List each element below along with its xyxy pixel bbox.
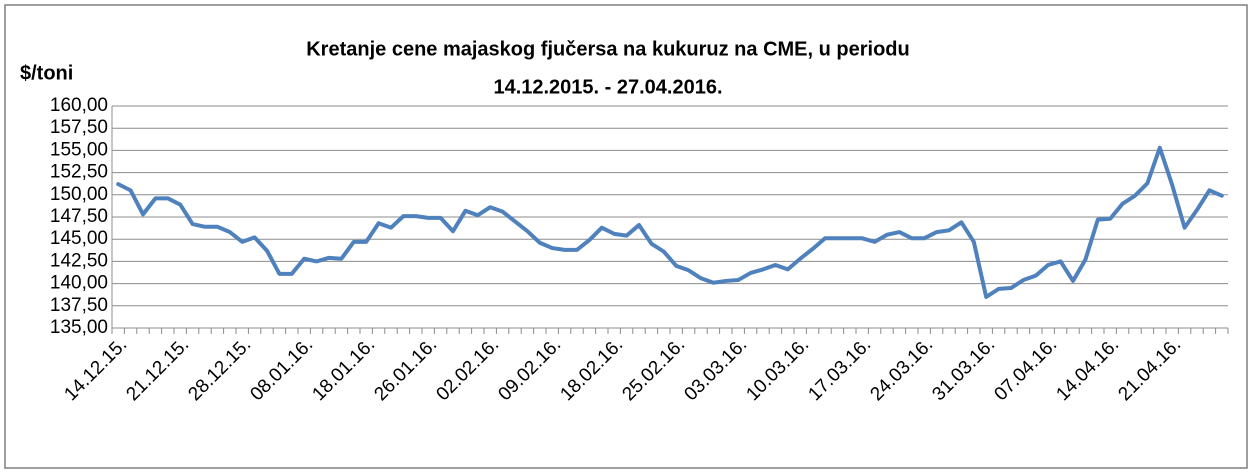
y-tick-label: 137,50: [50, 295, 108, 316]
y-tick-label: 145,00: [50, 228, 108, 249]
y-tick-label: 157,50: [50, 117, 108, 138]
chart-title: Kretanje cene majaskog fjučersa na kukur…: [306, 38, 910, 60]
y-tick-label: 160,00: [50, 95, 108, 116]
y-tick-label: 142,50: [50, 250, 108, 271]
y-tick-label: 147,50: [50, 206, 108, 227]
y-tick-label: 155,00: [50, 139, 108, 160]
y-axis-label: $/toni: [20, 62, 73, 84]
data-line: [116, 145, 1224, 299]
y-tick-label: 152,50: [50, 162, 108, 183]
chart-subtitle: 14.12.2015. - 27.04.2016.: [493, 76, 722, 98]
y-tick-label: 135,00: [50, 317, 108, 338]
y-tick-label: 150,00: [50, 184, 108, 205]
y-tick-label: 140,00: [50, 273, 108, 294]
